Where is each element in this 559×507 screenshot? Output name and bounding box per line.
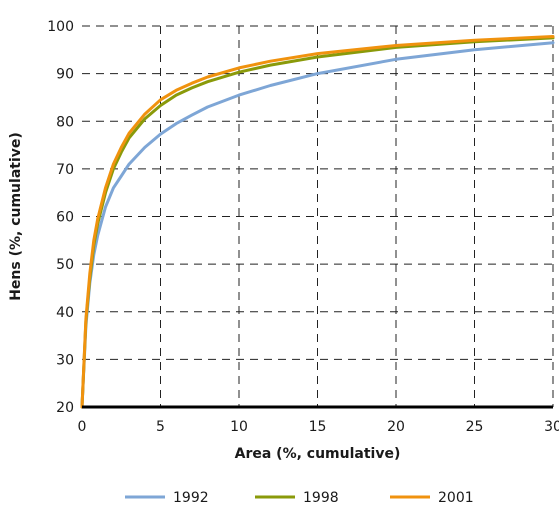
series-line-2001 — [80, 35, 555, 409]
x-axis-title: Area (%, cumulative) — [235, 446, 401, 462]
y-tick-label: 30 — [56, 352, 74, 368]
grid — [82, 25, 554, 407]
x-tick-label: 20 — [387, 419, 405, 435]
legend-item-1992: 1992 — [125, 490, 209, 506]
legend-item-2001: 2001 — [390, 490, 474, 506]
legend-label: 1998 — [303, 490, 339, 506]
legend: 1992 1998 2001 — [125, 490, 474, 506]
y-tick-label: 20 — [56, 400, 74, 416]
y-tick-label: 60 — [56, 210, 74, 226]
x-tick-label: 15 — [309, 419, 327, 435]
x-tick-label: 25 — [466, 419, 484, 435]
x-tick-label: 10 — [230, 419, 248, 435]
y-tick-label: 80 — [56, 114, 74, 130]
legend-label: 2001 — [438, 490, 474, 506]
x-tick-label: 5 — [156, 419, 165, 435]
series-lines — [80, 35, 555, 409]
y-tick-labels: 20 30 40 50 60 70 80 90 100 — [47, 19, 74, 416]
legend-item-1998: 1998 — [255, 490, 339, 506]
y-tick-label: 40 — [56, 305, 74, 321]
y-tick-label: 90 — [56, 67, 74, 83]
x-tick-label: 30 — [544, 419, 559, 435]
legend-label: 1992 — [173, 490, 209, 506]
x-tick-labels: 0 5 10 15 20 25 30 — [78, 419, 559, 435]
y-axis-title: Hens (%, cumulative) — [8, 132, 24, 301]
y-tick-label: 50 — [56, 257, 74, 273]
y-tick-label: 100 — [47, 19, 74, 35]
x-tick-label: 0 — [78, 419, 87, 435]
y-tick-label: 70 — [56, 162, 74, 178]
